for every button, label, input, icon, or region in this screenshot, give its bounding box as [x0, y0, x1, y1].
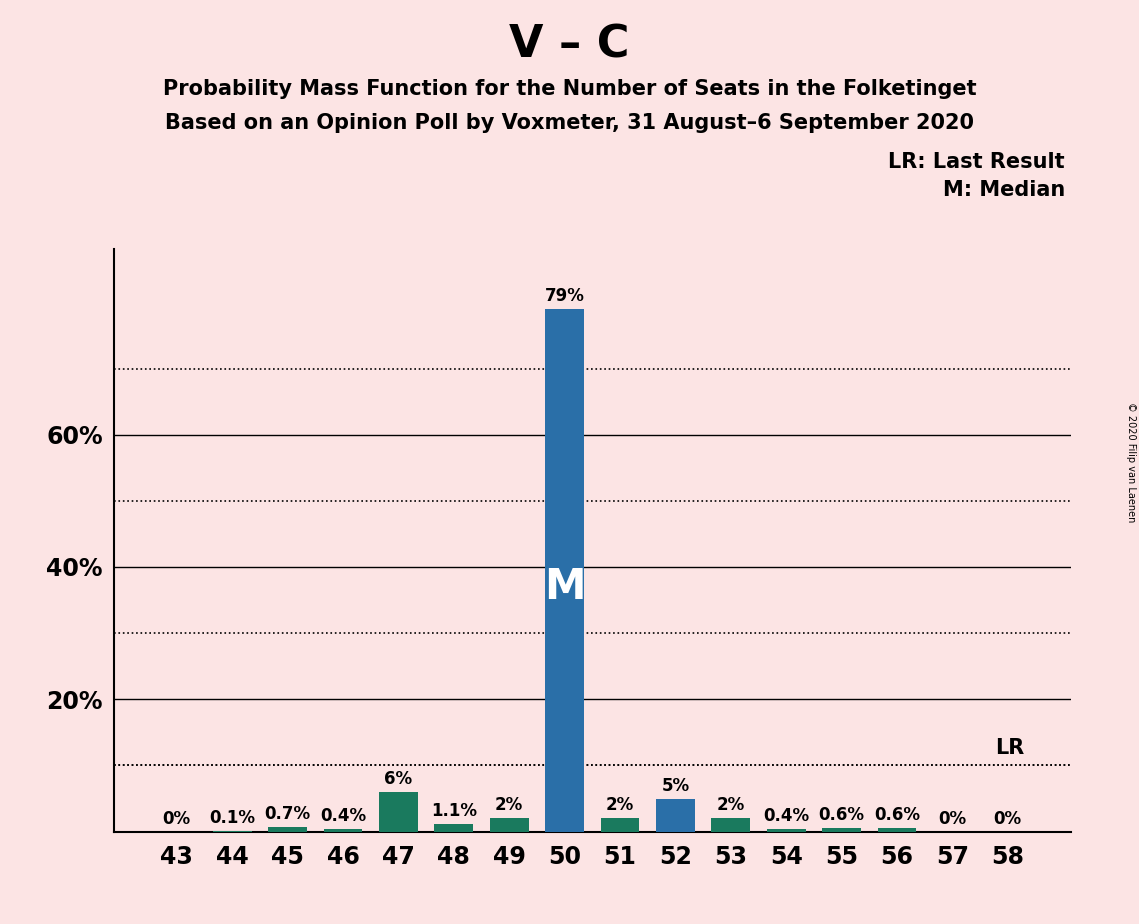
Bar: [268, 827, 308, 832]
Text: © 2020 Filip van Laenen: © 2020 Filip van Laenen: [1126, 402, 1136, 522]
Text: 0.4%: 0.4%: [320, 807, 366, 825]
Text: M: M: [543, 565, 585, 608]
Text: M: Median: M: Median: [943, 180, 1065, 201]
Bar: [323, 829, 362, 832]
Text: 0%: 0%: [163, 809, 191, 828]
Bar: [822, 828, 861, 832]
Bar: [656, 798, 695, 832]
Text: 1.1%: 1.1%: [431, 802, 477, 821]
Text: 6%: 6%: [384, 770, 412, 788]
Text: 0.7%: 0.7%: [264, 805, 311, 823]
Bar: [767, 829, 805, 832]
Text: LR: LR: [995, 737, 1024, 758]
Bar: [434, 824, 473, 832]
Bar: [712, 819, 751, 832]
Text: 0.1%: 0.1%: [210, 809, 255, 827]
Text: 2%: 2%: [606, 796, 634, 814]
Bar: [877, 828, 917, 832]
Bar: [379, 792, 418, 832]
Text: 79%: 79%: [544, 287, 584, 305]
Text: 5%: 5%: [662, 776, 689, 795]
Text: V – C: V – C: [509, 23, 630, 67]
Text: 0.6%: 0.6%: [874, 806, 920, 823]
Text: 2%: 2%: [495, 796, 523, 814]
Text: LR: Last Result: LR: Last Result: [888, 152, 1065, 173]
Text: 0%: 0%: [939, 809, 967, 828]
Bar: [600, 819, 639, 832]
Text: Probability Mass Function for the Number of Seats in the Folketinget: Probability Mass Function for the Number…: [163, 79, 976, 99]
Text: 0%: 0%: [993, 809, 1022, 828]
Text: 0.4%: 0.4%: [763, 807, 809, 825]
Bar: [546, 309, 584, 832]
Text: Based on an Opinion Poll by Voxmeter, 31 August–6 September 2020: Based on an Opinion Poll by Voxmeter, 31…: [165, 113, 974, 133]
Bar: [490, 819, 528, 832]
Text: 0.6%: 0.6%: [819, 806, 865, 823]
Text: 2%: 2%: [716, 796, 745, 814]
